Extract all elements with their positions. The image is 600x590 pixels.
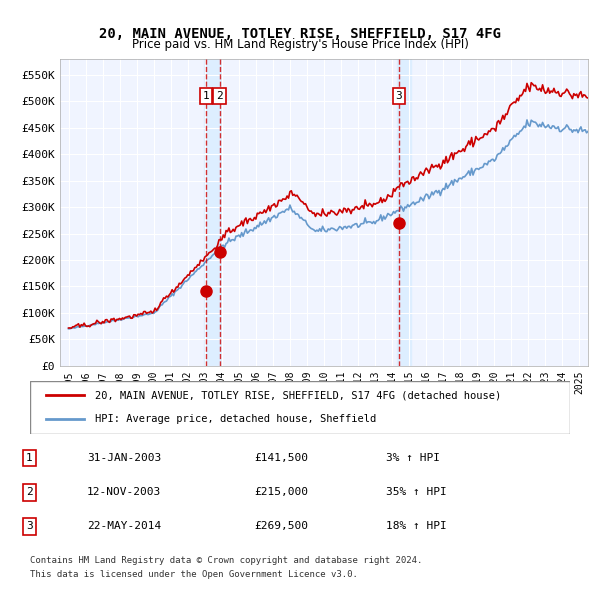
- Text: 31-JAN-2003: 31-JAN-2003: [87, 453, 161, 463]
- Text: 20, MAIN AVENUE, TOTLEY RISE, SHEFFIELD, S17 4FG: 20, MAIN AVENUE, TOTLEY RISE, SHEFFIELD,…: [99, 27, 501, 41]
- Text: This data is licensed under the Open Government Licence v3.0.: This data is licensed under the Open Gov…: [30, 570, 358, 579]
- Bar: [397, 59, 411, 366]
- Text: 3% ↑ HPI: 3% ↑ HPI: [386, 453, 440, 463]
- Text: 18% ↑ HPI: 18% ↑ HPI: [386, 522, 447, 531]
- Text: 3: 3: [395, 91, 402, 101]
- Text: 20, MAIN AVENUE, TOTLEY RISE, SHEFFIELD, S17 4FG (detached house): 20, MAIN AVENUE, TOTLEY RISE, SHEFFIELD,…: [95, 391, 501, 401]
- FancyBboxPatch shape: [30, 381, 570, 434]
- Text: 1: 1: [203, 91, 209, 101]
- Text: 2: 2: [216, 91, 223, 101]
- Text: 12-NOV-2003: 12-NOV-2003: [87, 487, 161, 497]
- Text: Contains HM Land Registry data © Crown copyright and database right 2024.: Contains HM Land Registry data © Crown c…: [30, 556, 422, 565]
- Text: 2: 2: [26, 487, 32, 497]
- Text: HPI: Average price, detached house, Sheffield: HPI: Average price, detached house, Shef…: [95, 414, 376, 424]
- Bar: [205, 59, 221, 366]
- Text: £269,500: £269,500: [254, 522, 308, 531]
- Text: Price paid vs. HM Land Registry's House Price Index (HPI): Price paid vs. HM Land Registry's House …: [131, 38, 469, 51]
- Text: £215,000: £215,000: [254, 487, 308, 497]
- Text: 35% ↑ HPI: 35% ↑ HPI: [386, 487, 447, 497]
- Text: 22-MAY-2014: 22-MAY-2014: [87, 522, 161, 531]
- Text: 1: 1: [26, 453, 32, 463]
- Text: £141,500: £141,500: [254, 453, 308, 463]
- Text: 3: 3: [26, 522, 32, 531]
